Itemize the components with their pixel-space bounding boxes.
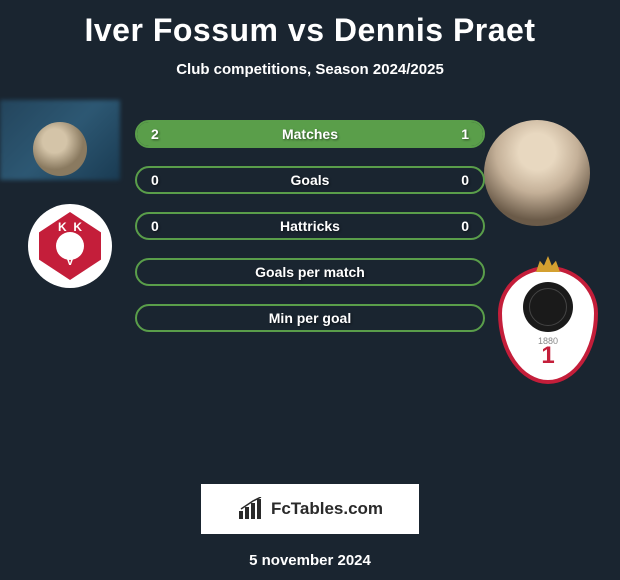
- stat-value-right: 0: [461, 218, 469, 234]
- stat-value-left: 0: [151, 218, 159, 234]
- main-comparison-area: 1880 1 2 Matches 1 0 Goals 0 0 Hattricks 0 Goals …: [0, 110, 620, 450]
- player1-avatar: [33, 122, 87, 176]
- stat-row: 0 Goals 0: [135, 166, 485, 194]
- stat-row: 0 Hattricks 0: [135, 212, 485, 240]
- player2-avatar: [484, 120, 590, 226]
- stat-label: Goals per match: [255, 264, 365, 280]
- snapshot-date: 5 november 2024: [0, 552, 620, 569]
- watermark-text: FcTables.com: [271, 499, 383, 519]
- stat-row: Goals per match: [135, 258, 485, 286]
- watermark-box: FcTables.com: [201, 484, 419, 534]
- player2-club-badge: 1880 1: [498, 256, 598, 384]
- stat-label: Hattricks: [280, 218, 340, 234]
- stat-row: 2 Matches 1: [135, 120, 485, 148]
- stat-label: Goals: [291, 172, 330, 188]
- crown-icon: [536, 256, 560, 272]
- comparison-title: Iver Fossum vs Dennis Praet: [0, 0, 620, 49]
- stat-value-right: 0: [461, 172, 469, 188]
- stat-label: Min per goal: [269, 310, 351, 326]
- stat-label: Matches: [282, 126, 338, 142]
- club-right-number: 1: [502, 342, 594, 370]
- club-left-shield: [39, 212, 101, 280]
- stat-row: Min per goal: [135, 304, 485, 332]
- fctables-logo-icon: [237, 497, 265, 521]
- comparison-subtitle: Club competitions, Season 2024/2025: [0, 61, 620, 78]
- stat-value-left: 0: [151, 172, 159, 188]
- player1-club-badge: [28, 204, 112, 288]
- stat-value-right: 1: [461, 126, 469, 142]
- club-left-center-circle: [56, 232, 84, 260]
- club-right-shield: 1880 1: [498, 266, 598, 384]
- stat-value-left: 2: [151, 126, 159, 142]
- football-icon: [523, 282, 573, 332]
- stats-container: 2 Matches 1 0 Goals 0 0 Hattricks 0 Goals per mat…: [135, 120, 485, 350]
